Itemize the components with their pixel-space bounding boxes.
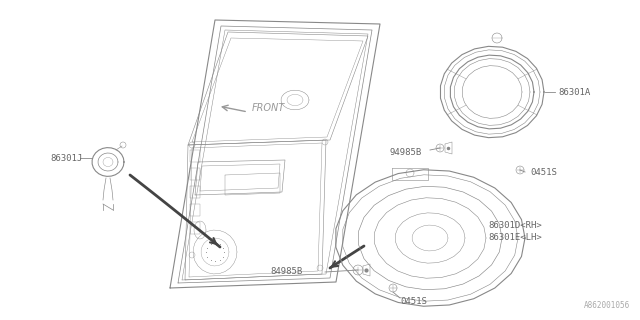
Text: 84985B: 84985B	[270, 268, 302, 276]
Text: 0451S: 0451S	[530, 167, 557, 177]
Text: A862001056: A862001056	[584, 301, 630, 310]
Text: 86301A: 86301A	[558, 87, 590, 97]
Text: 86301J: 86301J	[50, 154, 83, 163]
Text: FRONT: FRONT	[252, 103, 285, 113]
Text: 0451S: 0451S	[400, 298, 427, 307]
Text: 94985B: 94985B	[390, 148, 422, 156]
Text: 86301E<LH>: 86301E<LH>	[488, 233, 541, 242]
Text: 86301D<RH>: 86301D<RH>	[488, 220, 541, 229]
